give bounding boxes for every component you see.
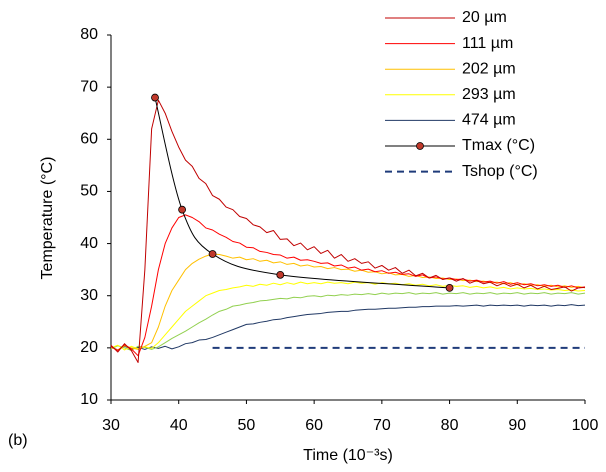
legend-label: 202 µm [462, 60, 516, 77]
y-tick-label: 50 [80, 183, 98, 200]
legend-label: 474 µm [462, 112, 516, 129]
series-marker [178, 205, 187, 214]
y-tick-label: 80 [80, 26, 98, 43]
series-marker [276, 270, 285, 279]
series-line [110, 99, 586, 363]
series-line [110, 304, 586, 351]
x-tick-label: 70 [373, 417, 391, 434]
legend-label: 111 µm [462, 35, 513, 52]
legend-marker [416, 142, 424, 150]
panel-label: (b) [8, 432, 28, 449]
x-tick-label: 30 [102, 417, 120, 434]
x-tick-label: 50 [238, 417, 256, 434]
y-tick-label: 20 [80, 339, 98, 356]
series-line [110, 253, 586, 351]
legend-label: Tshop (°C) [462, 163, 538, 180]
x-tick-label: 60 [305, 417, 323, 434]
legend-label: Tmax (°C) [462, 137, 535, 154]
y-tick-label: 60 [80, 131, 98, 148]
x-tick-label: 90 [508, 417, 526, 434]
y-tick-label: 10 [80, 391, 98, 408]
y-tick-label: 40 [80, 235, 98, 252]
x-tick-label: 100 [572, 417, 599, 434]
series-line [110, 281, 586, 351]
y-tick-label: 30 [80, 287, 98, 304]
series-line [154, 97, 450, 289]
x-axis-title: Time (10⁻³s) [303, 447, 393, 464]
series-marker [445, 283, 454, 292]
series-line [110, 292, 586, 351]
y-tick-label: 70 [80, 78, 98, 95]
x-tick-label: 80 [441, 417, 459, 434]
series-line [110, 214, 586, 357]
y-axis-title: Temperature (°C) [39, 157, 56, 280]
legend-label: 293 µm [462, 86, 516, 103]
x-tick-label: 40 [170, 417, 188, 434]
series-marker [151, 93, 159, 102]
series-marker [208, 250, 217, 258]
legend-label: 20 µm [462, 9, 507, 26]
